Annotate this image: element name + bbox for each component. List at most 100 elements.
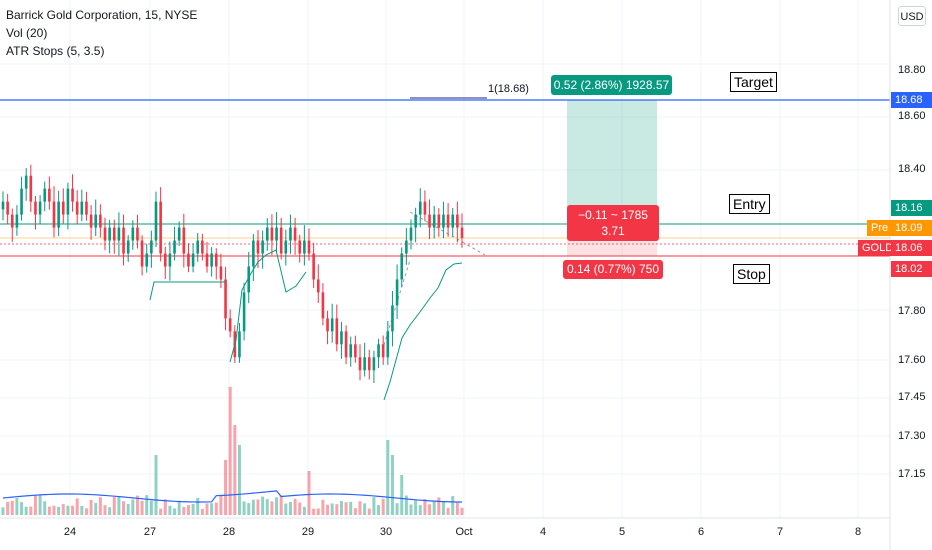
volume-ma-line <box>2 490 463 503</box>
volume-bar <box>358 501 362 515</box>
volume-bar <box>247 503 251 515</box>
volume-bar <box>381 498 385 515</box>
candle-body <box>460 227 464 238</box>
candle-body <box>182 227 186 254</box>
candle-body <box>154 201 158 241</box>
candle-body <box>284 240 288 254</box>
candle-body <box>1 201 5 210</box>
candle-body <box>108 227 111 241</box>
volume-bar <box>344 502 348 515</box>
candle-body <box>386 331 390 358</box>
volume-bar <box>460 507 464 515</box>
time-label: 29 <box>301 526 315 538</box>
volume-bar <box>80 505 84 515</box>
candle-body <box>414 214 417 228</box>
candle-body <box>205 253 209 267</box>
candle-body <box>456 214 459 228</box>
candle-body <box>219 266 223 280</box>
candle-body <box>214 253 218 267</box>
volume-bar <box>330 503 334 515</box>
volume-bar <box>52 505 56 515</box>
candle-body <box>103 227 107 241</box>
candle-body <box>261 240 264 254</box>
candle-body <box>321 292 325 319</box>
volume-bar <box>284 503 288 515</box>
candle-body <box>289 227 292 241</box>
volume-bar <box>404 495 408 515</box>
volume-bar <box>57 506 61 515</box>
candle-body <box>71 188 74 202</box>
target-annotation[interactable]: Target <box>730 72 777 92</box>
volume-indicator-label[interactable]: Vol (20) <box>6 26 48 40</box>
candle-body <box>52 201 56 228</box>
candle-body <box>163 253 167 267</box>
volume-bar <box>409 504 413 515</box>
loss-label[interactable]: 0.14 (0.77%) 750 <box>563 260 663 279</box>
candle-body <box>238 331 241 358</box>
current-pnl-label[interactable]: −0.11 ~ 1785 3.71 <box>567 205 659 241</box>
stop-annotation[interactable]: Stop <box>733 264 770 284</box>
candle-body <box>168 253 172 267</box>
volume-bar <box>200 508 204 515</box>
atr-indicator-label[interactable]: ATR Stops (5, 3.5) <box>6 44 105 58</box>
currency-button[interactable]: USD <box>898 6 926 26</box>
candle-body <box>381 344 385 358</box>
target-price-tag: 18.68 <box>891 92 932 108</box>
volume-bar <box>418 505 422 515</box>
price-label: 18.80 <box>898 64 926 76</box>
volume-bar <box>233 425 237 515</box>
volume-bar <box>20 502 24 515</box>
candle-body <box>136 227 139 241</box>
candle-body <box>94 214 98 228</box>
volume-bar <box>386 440 390 515</box>
volume-bar <box>126 503 130 515</box>
candle-body <box>173 240 176 254</box>
volume-bar <box>205 503 209 515</box>
volume-bar <box>108 507 112 515</box>
volume-bar <box>270 501 274 515</box>
chart-legend: Barrick Gold Corporation, 15, NYSE Vol (… <box>6 6 197 60</box>
candle-body <box>75 201 79 215</box>
current-pnl-line1: −0.11 ~ 1785 <box>578 208 648 222</box>
price-label: 18.60 <box>898 110 926 122</box>
symbol-title[interactable]: Barrick Gold Corporation, 15, NYSE <box>6 8 198 22</box>
volume-bar <box>154 455 158 515</box>
volume-bar <box>326 504 330 515</box>
candle-body <box>117 227 121 241</box>
current-pnl-line2: 3.71 <box>601 224 625 238</box>
volume-bar <box>275 497 279 515</box>
volume-bar <box>210 503 214 515</box>
candle-body <box>177 227 181 241</box>
volume-bar <box>103 505 107 515</box>
atr-stop-line-2 <box>229 249 307 363</box>
price-label: 17.45 <box>898 391 926 403</box>
candle-body <box>140 240 144 267</box>
entry-annotation[interactable]: Entry <box>729 194 770 214</box>
volume-bar <box>168 505 172 515</box>
candle-body <box>442 214 445 228</box>
volume-bar <box>251 499 255 515</box>
volume-bar <box>140 500 144 515</box>
volume-bar <box>279 495 283 515</box>
volume-bar <box>363 503 367 515</box>
candle-body <box>316 279 320 293</box>
candle-body <box>446 214 450 228</box>
candle-body <box>326 318 329 332</box>
time-label: 24 <box>63 526 77 538</box>
volume-bar <box>372 497 376 515</box>
candle-body <box>275 227 278 241</box>
candle-body <box>423 201 427 215</box>
candle-body <box>247 266 251 293</box>
volume-bar <box>186 505 190 515</box>
candle-body <box>252 240 255 267</box>
candle-body <box>15 214 19 228</box>
candle-body <box>242 292 246 332</box>
trend-dashed-2 <box>409 211 486 256</box>
volume-bar <box>432 501 436 515</box>
last-price-tag: 18.06 <box>891 240 932 256</box>
profit-label[interactable]: 0.52 (2.86%) 1928.57 <box>551 75 672 95</box>
candle-body <box>372 357 376 371</box>
candle-body <box>224 279 227 319</box>
candle-body <box>335 318 339 345</box>
